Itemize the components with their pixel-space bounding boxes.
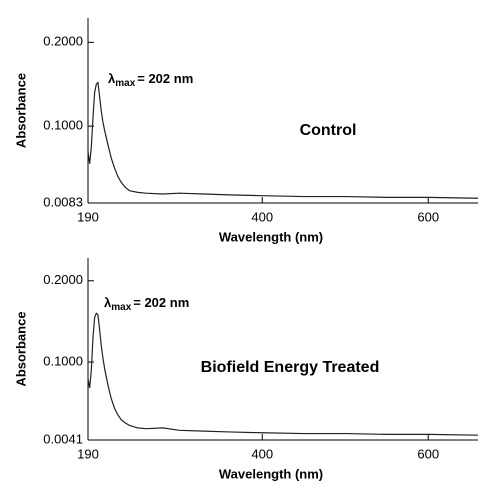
lambda-max-annotation: λmax = 202 nm [104,295,189,312]
spectrum-line [87,81,479,199]
y-axis-label: Absorbance [13,73,28,148]
x-tick-label: 400 [251,446,273,461]
lambda-symbol: λ [108,71,116,86]
y-tick-label: 0.0041 [43,431,83,446]
y-tick-label: 0.1000 [43,353,83,368]
lambda-symbol: λ [104,295,112,310]
lambda-subscript: max [115,78,135,89]
y-tick-label: 0.2000 [43,272,83,287]
lambda-subscript: max [111,302,131,313]
panel-label: Biofield Energy Treated [201,359,380,376]
x-tick-label: 190 [77,209,99,224]
x-axis-label: Wavelength (nm) [219,466,323,481]
y-tick-label: 0.0083 [43,194,83,209]
y-tick-label: 0.2000 [43,34,83,49]
lambda-max-annotation: λmax = 202 nm [108,71,193,88]
x-tick-label: 600 [417,209,439,224]
panel-label: Control [300,122,357,139]
x-tick-label: 600 [417,446,439,461]
x-axis-label: Wavelength (nm) [219,229,323,244]
x-tick-label: 190 [77,446,99,461]
y-axis-label: Absorbance [13,311,28,386]
spectrum-line [87,312,479,436]
x-tick-label: 400 [251,209,273,224]
lambda-value: = 202 nm [133,295,189,310]
y-tick-label: 0.1000 [43,118,83,133]
lambda-value: = 202 nm [137,71,193,86]
